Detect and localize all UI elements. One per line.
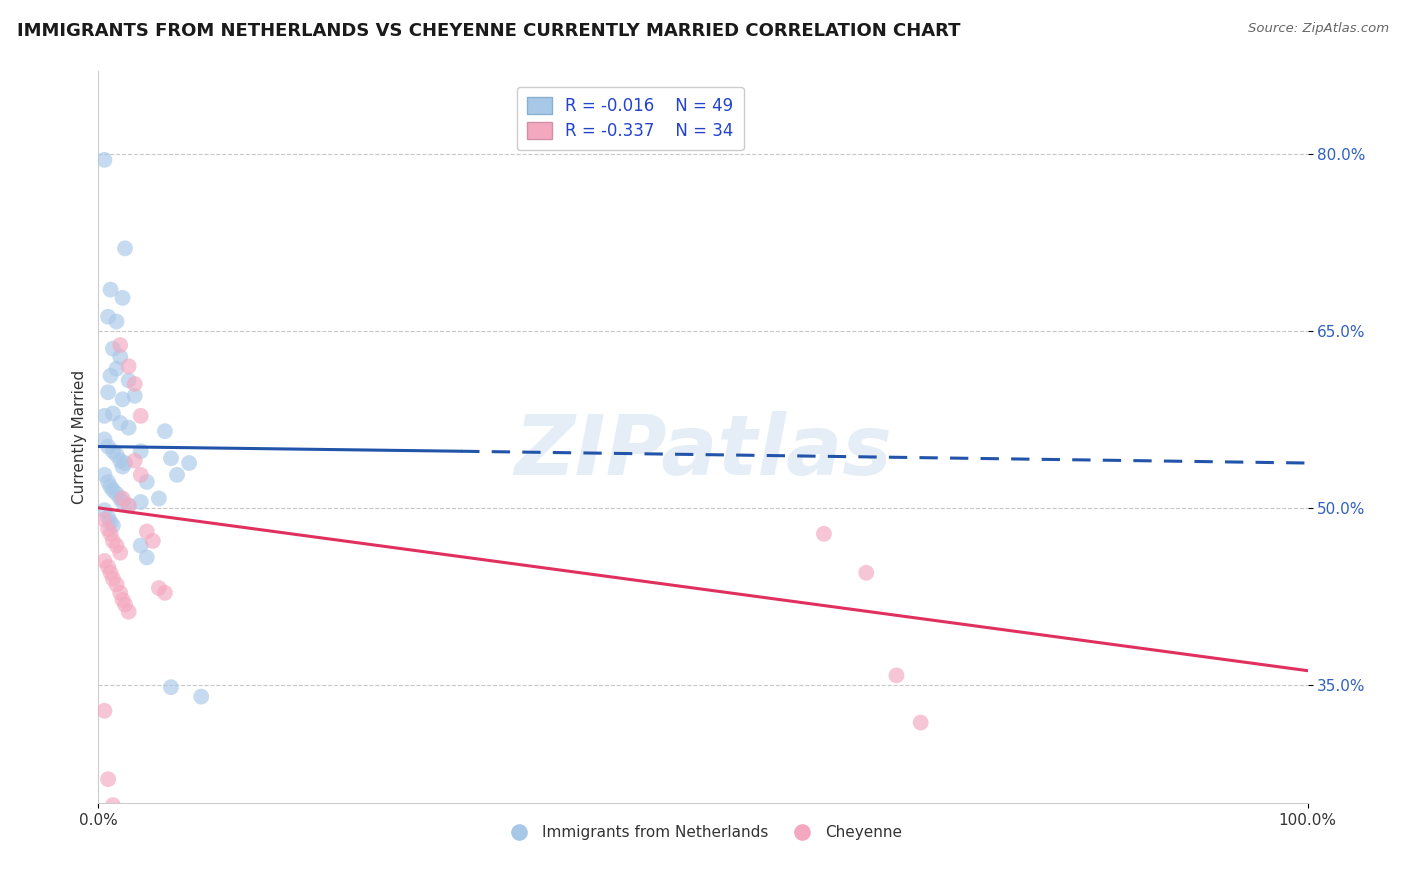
- Point: [114, 598, 136, 612]
- Point: [93, 467, 115, 482]
- Point: [97, 475, 120, 489]
- Point: [97, 559, 120, 574]
- Point: [111, 459, 134, 474]
- Point: [97, 510, 120, 524]
- Point: [135, 524, 157, 539]
- Point: [100, 368, 122, 383]
- Point: [97, 772, 120, 787]
- Point: [135, 475, 157, 489]
- Point: [93, 153, 115, 167]
- Point: [129, 409, 152, 423]
- Point: [910, 715, 932, 730]
- Point: [97, 385, 120, 400]
- Text: ZIPatlas: ZIPatlas: [515, 411, 891, 492]
- Point: [101, 518, 124, 533]
- Point: [114, 456, 136, 470]
- Point: [166, 467, 188, 482]
- Point: [97, 310, 120, 324]
- Point: [179, 456, 201, 470]
- Point: [101, 533, 124, 548]
- Point: [118, 499, 141, 513]
- Point: [118, 420, 141, 434]
- Point: [105, 539, 128, 553]
- Point: [148, 491, 170, 506]
- Point: [148, 581, 170, 595]
- Legend: Immigrants from Netherlands, Cheyenne: Immigrants from Netherlands, Cheyenne: [498, 819, 908, 847]
- Point: [100, 283, 122, 297]
- Point: [100, 480, 122, 494]
- Y-axis label: Currently Married: Currently Married: [72, 370, 87, 504]
- Point: [190, 690, 212, 704]
- Point: [101, 798, 124, 813]
- Point: [129, 539, 152, 553]
- Point: [108, 350, 131, 364]
- Point: [105, 448, 128, 462]
- Point: [124, 389, 146, 403]
- Point: [142, 533, 165, 548]
- Point: [97, 440, 120, 454]
- Point: [118, 374, 141, 388]
- Text: IMMIGRANTS FROM NETHERLANDS VS CHEYENNE CURRENTLY MARRIED CORRELATION CHART: IMMIGRANTS FROM NETHERLANDS VS CHEYENNE …: [17, 22, 960, 40]
- Point: [813, 526, 835, 541]
- Point: [129, 495, 152, 509]
- Point: [105, 361, 128, 376]
- Point: [97, 522, 120, 536]
- Point: [108, 546, 131, 560]
- Point: [93, 704, 115, 718]
- Point: [124, 376, 146, 391]
- Point: [153, 586, 176, 600]
- Point: [129, 444, 152, 458]
- Point: [100, 515, 122, 529]
- Point: [108, 453, 131, 467]
- Point: [111, 491, 134, 506]
- Point: [118, 499, 141, 513]
- Point: [111, 495, 134, 509]
- Point: [135, 550, 157, 565]
- Point: [93, 433, 115, 447]
- Point: [105, 577, 128, 591]
- Point: [886, 668, 908, 682]
- Point: [101, 342, 124, 356]
- Point: [93, 554, 115, 568]
- Point: [105, 314, 128, 328]
- Point: [100, 566, 122, 580]
- Point: [129, 467, 152, 482]
- Point: [108, 491, 131, 506]
- Point: [101, 444, 124, 458]
- Point: [100, 526, 122, 541]
- Point: [101, 483, 124, 498]
- Point: [93, 409, 115, 423]
- Point: [124, 453, 146, 467]
- Point: [111, 291, 134, 305]
- Point: [108, 416, 131, 430]
- Point: [855, 566, 877, 580]
- Point: [111, 593, 134, 607]
- Point: [101, 572, 124, 586]
- Point: [101, 407, 124, 421]
- Point: [160, 680, 183, 694]
- Point: [93, 503, 115, 517]
- Text: Source: ZipAtlas.com: Source: ZipAtlas.com: [1249, 22, 1389, 36]
- Point: [108, 338, 131, 352]
- Point: [118, 359, 141, 374]
- Point: [93, 513, 115, 527]
- Point: [114, 241, 136, 255]
- Point: [111, 392, 134, 407]
- Point: [108, 586, 131, 600]
- Point: [105, 486, 128, 500]
- Point: [160, 451, 183, 466]
- Point: [153, 424, 176, 438]
- Point: [118, 605, 141, 619]
